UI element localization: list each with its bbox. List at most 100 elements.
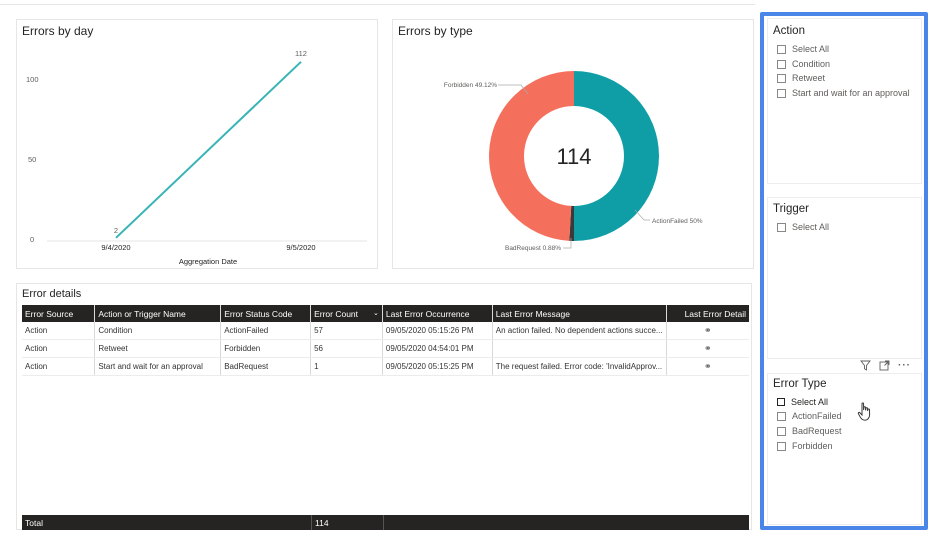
total-count: 114 (315, 518, 329, 528)
trigger-slicer[interactable]: Trigger Select All (767, 197, 922, 359)
cell: Forbidden (220, 339, 311, 358)
errors-by-type-title: Errors by type (398, 24, 473, 38)
cell: 09/05/2020 04:54:01 PM (381, 339, 493, 358)
action-option-approval[interactable]: Start and wait for an approval (777, 88, 919, 98)
checkbox[interactable] (777, 222, 786, 232)
checkbox[interactable] (777, 44, 786, 54)
detail-link-cell[interactable]: ⚭ (665, 357, 749, 376)
cell: 56 (310, 339, 383, 358)
cell: Action (22, 339, 95, 358)
slice-actionfailed[interactable] (574, 71, 659, 241)
label-actionfailed: ActionFailed 50% (652, 218, 703, 225)
data-label-day1: 2 (114, 226, 118, 235)
checkbox[interactable] (777, 398, 785, 406)
cell: 09/05/2020 05:15:26 PM (381, 322, 493, 340)
checkbox[interactable] (777, 73, 786, 83)
option-label: Forbidden (792, 441, 833, 451)
checkbox[interactable] (777, 59, 786, 69)
col-last-error-occurrence[interactable]: Last Error Occurrence (381, 305, 493, 322)
action-option-retweet[interactable]: Retweet (777, 73, 825, 83)
error-type-slicer[interactable]: Error Type Select All ActionFailed BadRe… (767, 373, 922, 525)
slice-badrequest[interactable] (569, 205, 574, 242)
checkbox[interactable] (777, 441, 786, 451)
link-icon[interactable]: ⚭ (704, 361, 712, 371)
trigger-slicer-title: Trigger (773, 203, 809, 215)
link-icon[interactable]: ⚭ (704, 343, 712, 353)
label-badrequest: BadRequest 0.88% (505, 245, 561, 252)
action-select-all[interactable]: Select All (777, 44, 829, 54)
option-label: ActionFailed (792, 411, 842, 421)
slice-forbidden[interactable] (488, 71, 574, 241)
y-tick-100: 100 (26, 75, 39, 84)
donut-center-value: 114 (556, 144, 591, 169)
action-option-condition[interactable]: Condition (777, 59, 830, 69)
checkbox[interactable] (777, 426, 786, 436)
error-type-slicer-title: Error Type (773, 378, 827, 390)
col-last-error-detail[interactable]: Last Error Detail (665, 305, 749, 322)
slicer-highlight-border (760, 12, 928, 530)
option-label: Select All (791, 397, 829, 407)
total-sep (311, 515, 312, 530)
y-tick-0: 0 (30, 235, 34, 244)
error-details-panel[interactable]: Error details Error Source Action or Tri… (16, 283, 752, 530)
error-type-select-all[interactable]: Select All (777, 397, 828, 407)
line-chart[interactable]: 100 50 0 2 112 9/4/2020 9/5/2020 Aggrega… (17, 20, 379, 270)
option-label: Condition (792, 59, 831, 69)
table-header-row: Error Source Action or Trigger Name Erro… (22, 305, 749, 322)
checkbox[interactable] (777, 411, 786, 421)
errors-by-day-title: Errors by day (22, 24, 94, 38)
error-type-option-badrequest[interactable]: BadRequest (777, 426, 842, 436)
table-row[interactable]: Action Start and wait for an approval Ba… (22, 357, 749, 376)
x-tick-day2: 9/5/2020 (286, 243, 315, 252)
cell: Start and wait for an approval (94, 357, 221, 376)
cell: An action failed. No dependent actions s… (491, 322, 667, 340)
error-details-table[interactable]: Error Source Action or Trigger Name Erro… (22, 305, 749, 376)
errors-by-day-panel[interactable]: Errors by day 100 50 0 2 112 9/4/2020 9/… (16, 19, 378, 269)
x-tick-day1: 9/4/2020 (101, 243, 130, 252)
top-divider (0, 4, 755, 5)
table-row[interactable]: Action Condition ActionFailed 57 09/05/2… (22, 322, 749, 340)
total-label: Total (25, 518, 43, 528)
action-slicer[interactable]: Action Select All Condition Retweet Star… (767, 18, 922, 184)
errors-by-type-panel[interactable]: Errors by type 114 Forbidden 49.12% Acti… (392, 19, 754, 269)
col-error-count[interactable]: Error Count ⌄ (310, 305, 383, 322)
col-action-trigger-name[interactable]: Action or Trigger Name (94, 305, 221, 322)
option-label: Select All (792, 222, 830, 232)
error-type-option-forbidden[interactable]: Forbidden (777, 441, 833, 451)
col-error-count-label: Error Count (314, 308, 359, 319)
table-total-row: Total 114 (22, 515, 749, 530)
leader-forbidden (498, 84, 529, 95)
option-label: Start and wait for an approval (792, 88, 910, 98)
more-options-icon[interactable]: ··· (898, 360, 911, 371)
link-icon[interactable]: ⚭ (704, 325, 712, 335)
cell: Action (22, 322, 95, 340)
trigger-select-all[interactable]: Select All (777, 222, 829, 232)
error-details-table-wrap[interactable]: Error Source Action or Trigger Name Erro… (22, 305, 749, 376)
cell: ActionFailed (220, 322, 311, 340)
option-label: BadRequest (792, 426, 842, 436)
filter-icon[interactable] (860, 360, 871, 371)
error-type-option-actionfailed[interactable]: ActionFailed (777, 411, 842, 421)
detail-link-cell[interactable]: ⚭ (665, 339, 749, 358)
cell: 09/05/2020 05:15:25 PM (381, 357, 493, 376)
label-forbidden: Forbidden 49.12% (444, 82, 497, 89)
errors-series-line[interactable] (115, 61, 302, 239)
cell: 57 (310, 322, 383, 340)
col-error-source[interactable]: Error Source (22, 305, 95, 322)
action-slicer-title: Action (773, 25, 805, 37)
col-error-status-code[interactable]: Error Status Code (220, 305, 311, 322)
col-last-error-message[interactable]: Last Error Message (491, 305, 667, 322)
y-tick-50: 50 (28, 155, 36, 164)
sort-desc-icon[interactable]: ⌄ (373, 309, 379, 317)
table-row[interactable]: Action Retweet Forbidden 56 09/05/2020 0… (22, 339, 749, 358)
focus-mode-icon[interactable] (879, 360, 890, 371)
donut-chart[interactable]: 114 Forbidden 49.12% ActionFailed 50% Ba… (393, 20, 755, 270)
checkbox[interactable] (777, 88, 786, 98)
cell: Action (22, 357, 95, 376)
cell: 1 (310, 357, 383, 376)
cell: Condition (94, 322, 221, 340)
option-label: Select All (792, 44, 830, 54)
leader-badrequest (563, 238, 572, 249)
detail-link-cell[interactable]: ⚭ (665, 322, 749, 340)
visual-header-toolbar: ··· (860, 359, 911, 372)
